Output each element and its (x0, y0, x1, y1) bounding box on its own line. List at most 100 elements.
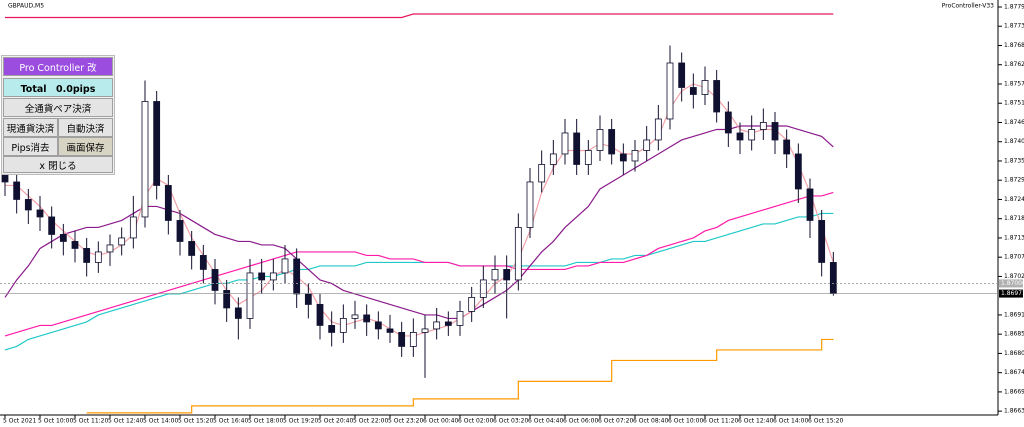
candle-body (398, 332, 406, 347)
close-panel-button[interactable]: x 閉じる (3, 156, 113, 173)
candle-body (71, 241, 79, 249)
y-tick-label: 1.87625 (1004, 61, 1024, 68)
candle-body (724, 111, 732, 134)
x-tick-label: 5 Oct 2021 (3, 418, 36, 425)
y-tick-label: 1.87405 (1004, 138, 1024, 145)
y-tick-label: 1.87185 (1004, 215, 1024, 222)
candle-body (701, 80, 709, 95)
y-tick-label: 1.87130 (1004, 234, 1024, 241)
x-tick-label: 5 Oct 18:00 (248, 418, 283, 425)
candle-body (164, 185, 172, 221)
indicator-line (86, 338, 834, 414)
save-screen-button[interactable]: 画面保存 (58, 137, 113, 156)
candle-body (736, 132, 744, 141)
y-tick-label: 1.87020 (1004, 273, 1024, 280)
candle-body (444, 321, 452, 326)
candle-body (771, 122, 779, 141)
candle-body (794, 153, 802, 190)
candle-body (759, 122, 767, 130)
x-tick-label: 6 Oct 04:40 (528, 418, 563, 425)
candle-body (619, 153, 627, 162)
candle-body (246, 272, 254, 319)
candle-body (666, 62, 674, 120)
close-current-button[interactable]: 現通貨決済 (3, 118, 58, 137)
candle-body (491, 269, 499, 281)
candle-body (24, 199, 32, 211)
candle-body (293, 258, 301, 295)
candle-body (421, 328, 429, 333)
candle-body (654, 118, 662, 141)
x-tick-label: 6 Oct 08:40 (633, 418, 668, 425)
x-tick-label: 5 Oct 11:20 (73, 418, 108, 425)
candle-body (328, 325, 336, 333)
auto-close-button[interactable]: 自動決済 (58, 118, 113, 137)
candle-body (468, 297, 476, 312)
clear-pips-button[interactable]: Pips消去 (3, 137, 58, 156)
indicator-line (5, 13, 834, 19)
x-tick-label: 5 Oct 10:00 (38, 418, 73, 425)
price-label-box (999, 289, 1023, 298)
candle-body (13, 181, 21, 200)
y-tick-label: 1.87240 (1004, 196, 1024, 203)
candle-body (316, 304, 324, 326)
candle-body (584, 150, 592, 165)
candle-body (433, 321, 441, 330)
candle-body (199, 255, 207, 270)
candle-body (106, 244, 114, 253)
candle-body (713, 80, 721, 113)
candle-body (386, 328, 394, 333)
y-tick-label: 1.87735 (1004, 23, 1024, 30)
close-all-button[interactable]: 全通貨ペア決済 (3, 98, 113, 117)
price-label: 1.86971 (1001, 290, 1024, 297)
x-tick-label: 6 Oct 00:40 (423, 418, 458, 425)
candle-body (48, 216, 56, 235)
y-tick-label: 1.87790 (1004, 3, 1024, 10)
indicator-name: ProController-V33 (942, 3, 994, 10)
candle-body (526, 181, 534, 228)
y-tick-label: 1.86745 (1004, 369, 1024, 376)
candle-body (83, 248, 91, 263)
price-label-box (999, 279, 1023, 288)
x-tick-label: 6 Oct 02:00 (458, 418, 493, 425)
candle-body (339, 318, 347, 333)
candle-body (689, 87, 697, 95)
candle-body (129, 216, 137, 239)
candle-body (36, 209, 44, 218)
y-tick-label: 1.87460 (1004, 119, 1024, 126)
x-tick-label: 5 Oct 20:40 (318, 418, 353, 425)
candle-body (234, 307, 242, 319)
x-tick-label: 5 Oct 22:00 (353, 418, 388, 425)
x-tick-label: 6 Oct 06:00 (563, 418, 598, 425)
x-tick-label: 6 Oct 07:20 (598, 418, 633, 425)
candle-body (643, 139, 651, 151)
x-tick-label: 6 Oct 14:00 (773, 418, 808, 425)
candle-body (409, 332, 417, 347)
y-tick-label: 1.87295 (1004, 177, 1024, 184)
price-label: 1.87000 (1001, 280, 1024, 287)
x-tick-label: 6 Oct 11:20 (703, 418, 738, 425)
x-tick-label: 5 Oct 23:20 (388, 418, 423, 425)
candle-body (514, 227, 522, 281)
candle-body (351, 314, 359, 319)
y-tick-label: 1.87680 (1004, 42, 1024, 49)
x-tick-label: 5 Oct 14:00 (143, 418, 178, 425)
indicator-line (4, 191, 834, 337)
candle-body (118, 237, 126, 246)
panel-title[interactable]: Pro Controller 改 (3, 57, 113, 76)
x-tick-label: 5 Oct 19:20 (283, 418, 318, 425)
candle-body (538, 164, 546, 183)
x-tick-label: 6 Oct 10:00 (668, 418, 703, 425)
y-tick-label: 1.87350 (1004, 157, 1024, 164)
candle-body (783, 139, 791, 155)
candle-body (176, 220, 184, 242)
candle-body (304, 293, 312, 305)
candle-body (818, 220, 826, 263)
candle-body (549, 153, 557, 165)
candle-body (211, 269, 219, 291)
candle-body (281, 258, 289, 274)
x-tick-label: 5 Oct 15:20 (178, 418, 213, 425)
